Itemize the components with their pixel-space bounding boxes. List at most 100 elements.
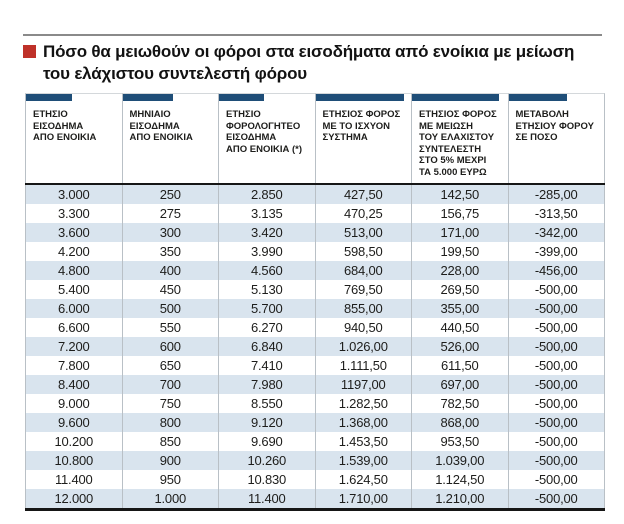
table-cell: -500,00 bbox=[507, 337, 605, 356]
header-accent-bar bbox=[219, 94, 264, 101]
table-cell: 769,50 bbox=[314, 280, 412, 299]
header-accent-bar bbox=[508, 94, 567, 101]
table-cell: -500,00 bbox=[507, 356, 605, 375]
column-header-6: ΜΕΤΑΒΟΛΗ ΕΤΗΣΙΟΥ ΦΟΡΟΥ ΣΕ ΠΟΣΟ bbox=[507, 93, 605, 183]
table-cell: 4.200 bbox=[25, 242, 122, 261]
table-cell: -500,00 bbox=[507, 375, 605, 394]
table-cell: 10.200 bbox=[25, 432, 122, 451]
table-cell: 697,00 bbox=[411, 375, 508, 394]
table-cell: 4.560 bbox=[218, 261, 315, 280]
table-cell: 1197,00 bbox=[314, 375, 412, 394]
table-cell: 650 bbox=[121, 356, 219, 375]
table-cell: 3.135 bbox=[218, 204, 315, 223]
table-cell: 5.700 bbox=[218, 299, 315, 318]
column-header-label: ΣΥΝΤΕΛΕΣΤΗ bbox=[419, 143, 482, 155]
table-cell: 10.800 bbox=[25, 451, 122, 470]
page-title-line-1: Πόσο θα μειωθούν οι φόροι στα εισοδήματα… bbox=[43, 42, 575, 61]
table-cell: 171,00 bbox=[411, 223, 508, 242]
table-cell: 1.368,00 bbox=[314, 413, 412, 432]
table-cell: 953,50 bbox=[411, 432, 508, 451]
table-cell: -500,00 bbox=[507, 489, 605, 508]
table-cell: 700 bbox=[121, 375, 219, 394]
table-row: 3.600 300 3.420 513,00 171,00 -342,00 bbox=[25, 223, 605, 242]
table-cell: 6.600 bbox=[25, 318, 122, 337]
table-cell: 400 bbox=[121, 261, 219, 280]
table-cell: 9.690 bbox=[218, 432, 315, 451]
table-cell: -285,00 bbox=[507, 185, 605, 204]
table-row: 4.800 400 4.560 684,00 228,00 -456,00 bbox=[25, 261, 605, 280]
table-cell: -342,00 bbox=[507, 223, 605, 242]
column-header-label: ΣΕ ΠΟΣΟ bbox=[515, 132, 558, 143]
table-cell: -399,00 bbox=[507, 242, 605, 261]
table-cell: 800 bbox=[121, 413, 219, 432]
table-cell: 9.600 bbox=[25, 413, 122, 432]
table-cell: 3.420 bbox=[218, 223, 315, 242]
table-cell: 1.124,50 bbox=[411, 470, 508, 489]
table-cell: 950 bbox=[121, 470, 219, 489]
table-cell: 1.710,00 bbox=[314, 489, 412, 508]
table-cell: 228,00 bbox=[411, 261, 508, 280]
column-header-label: ΑΠΟ ΕΝΟΙΚΙΑ bbox=[129, 132, 193, 143]
table-cell: 1.282,50 bbox=[314, 394, 412, 413]
header-accent-bar bbox=[122, 94, 174, 101]
table-cell: 8.550 bbox=[218, 394, 315, 413]
rent-tax-table: ΕΤΗΣΙΟ ΕΙΣΟΔΗΜΑ ΑΠΟ ΕΝΟΙΚΙΑ ΜΗΝΙΑΙΟ ΕΙΣΟΔΗΜΑ… bbox=[25, 93, 605, 511]
column-header-label: ΤΟΥ ΕΛΑΧΙΣΤΟΥ bbox=[419, 132, 495, 143]
table-cell: 1.210,00 bbox=[411, 489, 508, 508]
column-header-label: ΦΟΡΟΛΟΓΗΤΕΟ bbox=[226, 120, 301, 132]
table-cell: 3.000 bbox=[25, 185, 122, 204]
table-cell: 142,50 bbox=[411, 185, 508, 204]
column-header-label: ΕΤΗΣΙΟ bbox=[33, 109, 68, 120]
table-row: 6.000 500 5.700 855,00 355,00 -500,00 bbox=[25, 299, 605, 318]
table-cell: 850 bbox=[121, 432, 219, 451]
column-header-4: ΕΤΗΣΙΟΣ ΦΟΡΟΣ ΜΕ ΤΟ ΙΣΧΥΟΝ ΣΥΣΤΗΜΑ bbox=[314, 93, 411, 183]
table-cell: 3.600 bbox=[25, 223, 122, 242]
table-cell: 7.410 bbox=[218, 356, 315, 375]
table-cell: -500,00 bbox=[507, 432, 605, 451]
column-header-label: ΕΤΗΣΙΟΥ ΦΟΡΟΥ bbox=[515, 120, 594, 132]
table-row: 7.800 650 7.410 1.111,50 611,50 -500,00 bbox=[25, 356, 605, 375]
table-cell: 1.539,00 bbox=[314, 451, 412, 470]
table-cell: 500 bbox=[121, 299, 219, 318]
column-header-label: ΕΙΣΟΔΗΜΑ bbox=[226, 132, 277, 143]
column-header-label: ΤΑ 5.000 ΕΥΡΩ bbox=[419, 166, 487, 178]
column-header-label: ΜΗΝΙΑΙΟ bbox=[129, 109, 171, 120]
table-body: 3.000 250 2.850 427,50 142,50 -285,00 3.300 275… bbox=[25, 183, 605, 511]
table-cell: 1.624,50 bbox=[314, 470, 412, 489]
table-cell: 440,50 bbox=[411, 318, 508, 337]
table-cell: 684,00 bbox=[314, 261, 412, 280]
table-cell: 900 bbox=[121, 451, 219, 470]
table-cell: 868,00 bbox=[411, 413, 508, 432]
table-cell: 427,50 bbox=[314, 185, 412, 204]
table-cell: 10.830 bbox=[218, 470, 315, 489]
table-cell: 855,00 bbox=[314, 299, 412, 318]
table-cell: 6.000 bbox=[25, 299, 122, 318]
column-header-label: ΣΥΣΤΗΜΑ bbox=[322, 132, 368, 143]
table-cell: -500,00 bbox=[507, 280, 605, 299]
column-header-1: ΕΤΗΣΙΟ ΕΙΣΟΔΗΜΑ ΑΠΟ ΕΝΟΙΚΙΑ bbox=[25, 93, 122, 183]
table-cell: 1.026,00 bbox=[314, 337, 412, 356]
table-cell: 1.453,50 bbox=[314, 432, 412, 451]
table-cell: 12.000 bbox=[25, 489, 122, 508]
table-cell: 9.120 bbox=[218, 413, 315, 432]
table-cell: 6.840 bbox=[218, 337, 315, 356]
column-header-label: ΕΤΗΣΙΟΣ ΦΟΡΟΣ bbox=[419, 109, 497, 120]
table-cell: 156,75 bbox=[411, 204, 508, 223]
table-cell: 355,00 bbox=[411, 299, 508, 318]
column-header-label: ΕΙΣΟΔΗΜΑ bbox=[129, 120, 180, 132]
table-cell: 1.000 bbox=[121, 489, 219, 508]
table-cell: 611,50 bbox=[411, 356, 508, 375]
table-cell: 450 bbox=[121, 280, 219, 299]
column-header-label: ΣΤΟ 5% ΜΕΧΡΙ bbox=[419, 155, 487, 166]
top-divider-rule bbox=[23, 34, 602, 36]
table-cell: -500,00 bbox=[507, 299, 605, 318]
table-cell: 2.850 bbox=[218, 185, 315, 204]
column-header-5: ΕΤΗΣΙΟΣ ΦΟΡΟΣ ΜΕ ΜΕΙΩΣΗ ΤΟΥ ΕΛΑΧΙΣΤΟΥ ΣΥΝΤΕ… bbox=[411, 93, 508, 183]
table-cell: 598,50 bbox=[314, 242, 412, 261]
page-title: Πόσο θα μειωθούν οι φόροι στα εισοδήματα… bbox=[43, 41, 574, 85]
table-row: 8.400 700 7.980 1197,00 697,00 -500,00 bbox=[25, 375, 605, 394]
table-row: 5.400 450 5.130 769,50 269,50 -500,00 bbox=[25, 280, 605, 299]
table-row: 3.000 250 2.850 427,50 142,50 -285,00 bbox=[25, 185, 605, 204]
column-header-label: ΜΕ ΜΕΙΩΣΗ bbox=[419, 120, 473, 132]
table-cell: 1.111,50 bbox=[314, 356, 412, 375]
